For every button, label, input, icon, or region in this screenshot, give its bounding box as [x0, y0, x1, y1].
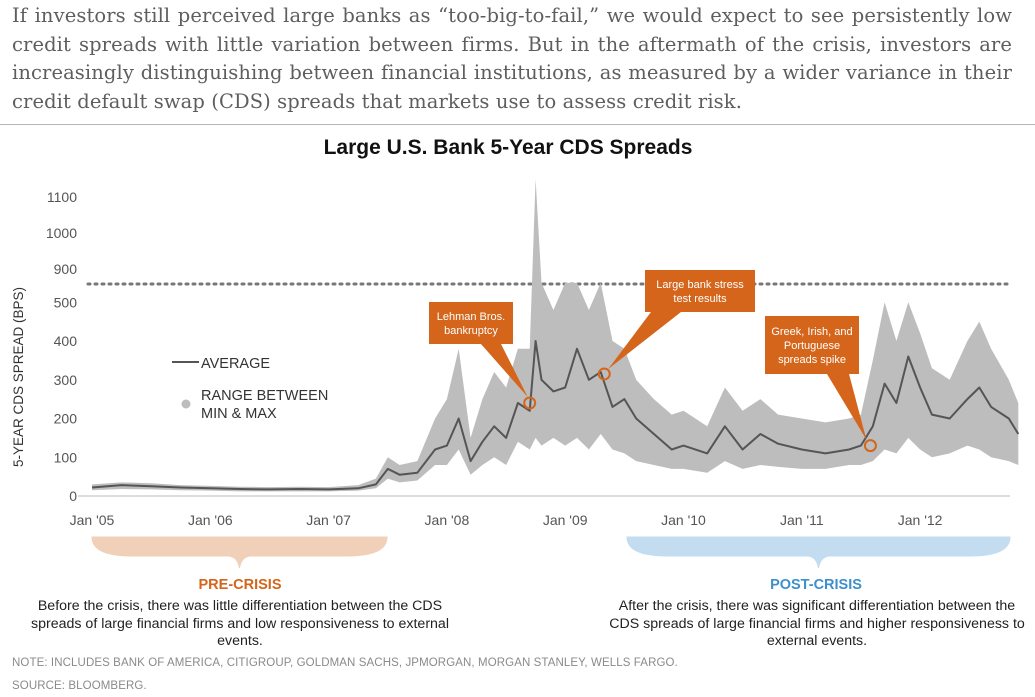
pre-crisis-brace — [91, 536, 388, 569]
legend-average-label: AVERAGE — [201, 356, 270, 372]
legend-range-label: RANGE BETWEEN MIN & MAX — [201, 388, 328, 422]
annotation-box — [765, 316, 859, 374]
annotations: Lehman Bros. bankruptcy Large bank stress t… — [429, 270, 877, 453]
post-crisis-brace — [626, 536, 1011, 569]
annotation-label: Greek, Irish, and Portuguese spreads spike — [771, 326, 852, 366]
post-crisis-text: After the crisis, there was significant … — [609, 598, 1025, 649]
period-braces — [91, 536, 1011, 569]
annotation-pointer — [608, 312, 681, 369]
annotation-label-line: bankruptcy — [444, 325, 498, 337]
x-tick-label: Jan '11 — [780, 512, 824, 528]
annotation-marker — [597, 367, 611, 381]
annotation-pointer — [827, 374, 867, 440]
chart-title: Large U.S. Bank 5-Year CDS Spreads — [324, 136, 693, 159]
annotation-label-line: Greek, Irish, and — [771, 326, 852, 338]
y-tick-label: 1100 — [47, 189, 77, 205]
range-area — [92, 179, 1019, 492]
x-tick-label: Jan '05 — [70, 512, 115, 528]
x-tick-label: Jan '12 — [898, 512, 943, 528]
y-tick-label: 200 — [54, 411, 78, 427]
annotation-box — [429, 302, 513, 344]
annotation-label: Large bank stress test results — [656, 279, 744, 305]
average-line-group — [91, 340, 1020, 491]
x-tick-label: Jan '06 — [188, 512, 233, 528]
pre-crisis-label: PRE-CRISIS — [198, 577, 282, 593]
source-text: SOURCE: BLOOMBERG. — [12, 680, 147, 692]
y-tick-label: 1000 — [46, 225, 77, 241]
y-axis-label: 5-YEAR CDS SPREAD (BPS) — [11, 287, 26, 467]
x-tick-label: Jan '09 — [543, 512, 588, 528]
divider — [0, 124, 1035, 125]
average-line — [91, 340, 1020, 491]
pre-crisis-text: Before the crisis, there was little diff… — [31, 598, 449, 649]
y-tick-label: 900 — [54, 261, 78, 277]
annotation-marker — [863, 439, 877, 453]
annotation-pointer — [481, 344, 528, 397]
legend-range-line: MIN & MAX — [201, 406, 277, 422]
legend-range-swatch — [181, 399, 191, 409]
post-crisis-label: POST-CRISIS — [770, 577, 862, 593]
chart-axes: 0 100 200 300 400 500 900 1000 1100 Jan '05 Jan '0… — [46, 189, 1014, 528]
annotation-label-line: spreads spike — [778, 354, 846, 366]
annotation-marker — [523, 396, 537, 410]
y-tick-label: 0 — [69, 488, 77, 504]
annotation-label-line: Lehman Bros. — [437, 311, 505, 323]
legend: AVERAGE RANGE BETWEEN MIN & MAX — [172, 356, 328, 422]
range-area-group — [92, 179, 1019, 492]
annotation-label: Lehman Bros. bankruptcy — [437, 311, 505, 337]
annotation-label-line: Portuguese — [784, 340, 840, 352]
y-tick-label: 500 — [54, 294, 78, 310]
legend-range-line: RANGE BETWEEN — [201, 388, 328, 404]
note-text: NOTE: INCLUDES BANK OF AMERICA, CITIGROU… — [12, 657, 678, 669]
y-tick-label: 400 — [54, 333, 78, 349]
x-tick-label: Jan '07 — [306, 512, 351, 528]
annotation-box — [645, 270, 755, 312]
x-tick-label: Jan '10 — [661, 512, 706, 528]
intro-paragraph: If investors still perceived large banks… — [12, 4, 1012, 113]
annotation-label-line: Large bank stress — [656, 279, 744, 291]
y-tick-label: 100 — [54, 449, 78, 465]
x-tick-label: Jan '08 — [425, 512, 470, 528]
y-tick-label: 300 — [54, 372, 78, 388]
annotation-label-line: test results — [673, 293, 727, 305]
